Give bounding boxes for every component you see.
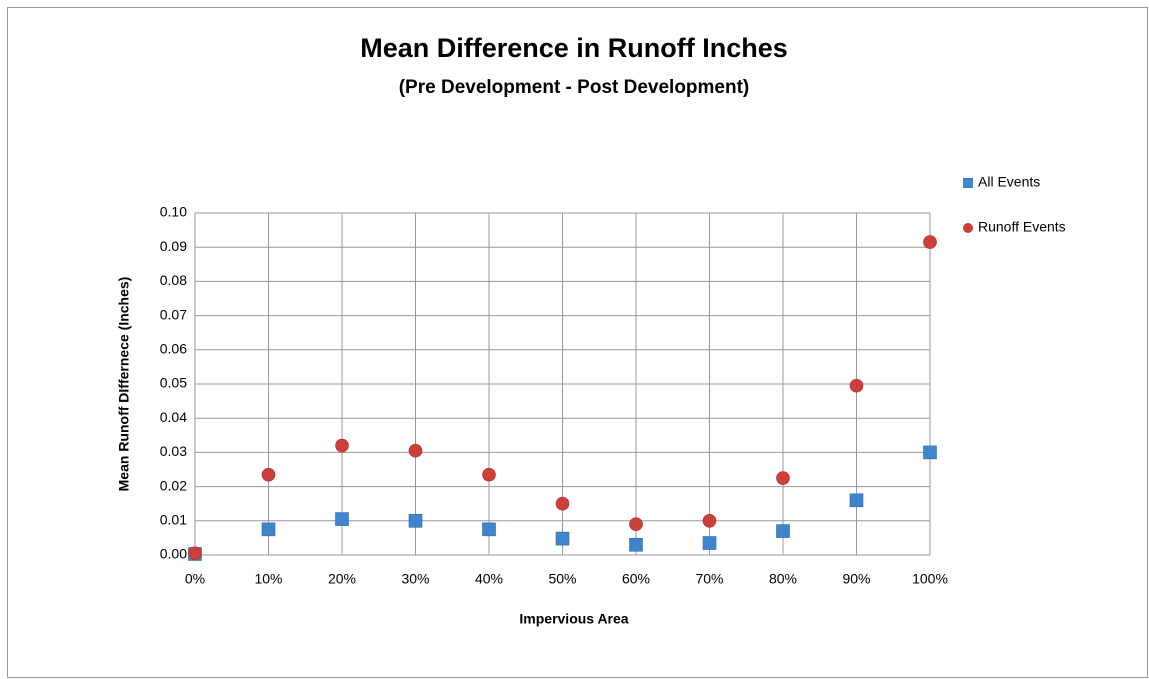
chart-subtitle: (Pre Development - Post Development) (399, 77, 750, 98)
y-tick-label: 0.07 (160, 306, 187, 322)
point (408, 443, 423, 458)
x-tick-label: 100% (912, 571, 948, 587)
chart-frame (7, 7, 1148, 678)
point (482, 467, 496, 482)
legend-marker (963, 223, 973, 233)
point (923, 445, 937, 460)
point (188, 546, 202, 561)
point (555, 496, 570, 511)
point (923, 235, 937, 249)
x-tick-label: 40% (475, 571, 503, 587)
y-axis-label: Mean Runoff DIffernece (Inches) (116, 277, 132, 492)
point (702, 513, 717, 528)
y-tick-label: 0.10 (160, 204, 187, 220)
point (629, 517, 643, 532)
legend-marker (963, 178, 973, 188)
y-tick-label: 0.05 (160, 375, 187, 391)
y-tick-label: 0.03 (160, 443, 187, 459)
x-tick-label: 80% (769, 571, 797, 587)
y-tick-label: 0.01 (160, 512, 187, 528)
point (335, 512, 349, 526)
y-tick-label: 0.09 (160, 238, 187, 254)
y-tick-label: 0.08 (160, 272, 187, 288)
x-tick-label: 0% (185, 571, 205, 587)
point (555, 531, 570, 546)
legend-label: All Events (978, 174, 1040, 190)
point (776, 524, 790, 538)
y-tick-label: 0.06 (160, 341, 187, 357)
point (629, 537, 643, 552)
legend-label: Runoff Events (978, 219, 1066, 235)
y-tick-label: 0.00 (160, 546, 187, 562)
point (849, 378, 864, 393)
y-tick-label: 0.02 (160, 477, 187, 493)
x-tick-label: 30% (401, 571, 429, 587)
point (702, 536, 717, 550)
point (335, 438, 349, 453)
point (261, 467, 276, 482)
x-tick-label: 90% (842, 571, 870, 587)
x-tick-label: 50% (548, 571, 576, 587)
chart-title: Mean Difference in Runoff Inches (360, 33, 788, 63)
point (776, 471, 790, 485)
point (482, 522, 496, 537)
y-tick-label: 0.04 (160, 409, 187, 425)
point (849, 493, 864, 508)
x-tick-label: 10% (254, 571, 282, 587)
x-axis-label: Impervious Area (519, 611, 628, 627)
x-tick-label: 20% (328, 571, 356, 587)
x-tick-label: 70% (695, 571, 723, 587)
x-tick-label: 60% (622, 571, 650, 587)
point (261, 522, 276, 537)
point (408, 513, 423, 528)
